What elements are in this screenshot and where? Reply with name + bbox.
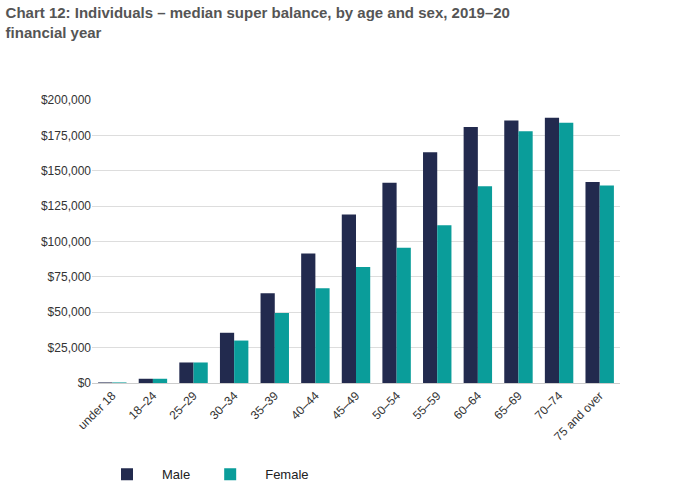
svg-text:18–24: 18–24	[126, 389, 160, 423]
svg-text:30–34: 30–34	[207, 389, 241, 423]
svg-text:$150,000: $150,000	[41, 164, 91, 178]
svg-text:$75,000: $75,000	[48, 270, 92, 284]
svg-text:75 and over: 75 and over	[551, 389, 606, 444]
svg-text:Male: Male	[162, 467, 190, 482]
svg-text:40–44: 40–44	[288, 389, 322, 423]
svg-text:$0: $0	[78, 376, 92, 390]
svg-text:70–74: 70–74	[532, 389, 566, 423]
svg-text:$125,000: $125,000	[41, 199, 91, 213]
svg-text:Female: Female	[265, 467, 308, 482]
svg-text:60–64: 60–64	[451, 389, 485, 423]
svg-text:$25,000: $25,000	[48, 341, 92, 355]
svg-text:45–49: 45–49	[329, 389, 363, 423]
svg-text:55–59: 55–59	[410, 389, 444, 423]
svg-text:35–39: 35–39	[248, 389, 282, 423]
svg-text:25–29: 25–29	[166, 389, 200, 423]
svg-text:$50,000: $50,000	[48, 305, 92, 319]
svg-text:$100,000: $100,000	[41, 235, 91, 249]
svg-text:50–54: 50–54	[369, 389, 403, 423]
svg-text:$175,000: $175,000	[41, 129, 91, 143]
svg-text:65–69: 65–69	[491, 389, 525, 423]
svg-text:$200,000: $200,000	[41, 93, 91, 107]
svg-text:under 18: under 18	[75, 389, 119, 433]
svg-text:Chart 12: Individuals – median: Chart 12: Individuals – median super bal…	[6, 4, 510, 41]
